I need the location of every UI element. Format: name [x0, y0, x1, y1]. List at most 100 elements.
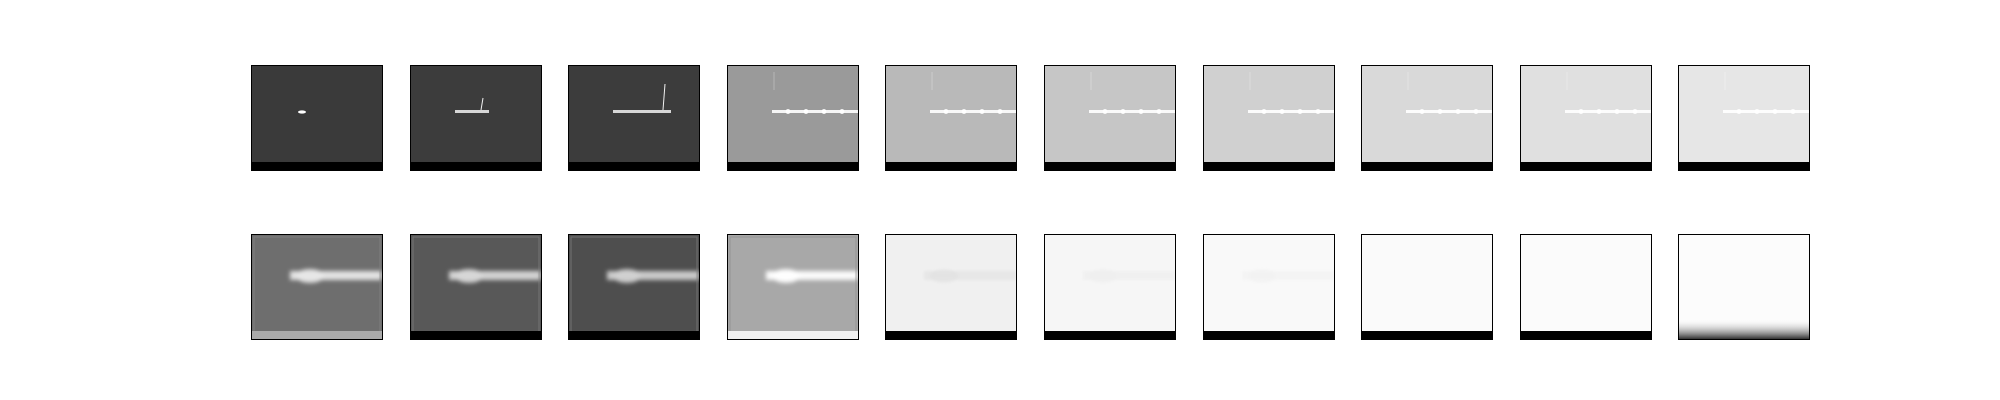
light-streak	[1723, 110, 1810, 113]
light-point	[979, 109, 985, 114]
bottom-row	[251, 234, 1814, 340]
light-point	[1772, 109, 1778, 114]
panel-background	[886, 235, 1017, 339]
light-point	[1596, 109, 1602, 114]
panel-background	[727, 235, 858, 339]
panel-image	[886, 66, 1017, 170]
panel-image	[1520, 235, 1651, 339]
light-point	[1736, 109, 1742, 114]
boat-mast	[662, 83, 666, 111]
panel-background	[410, 235, 541, 339]
panel-image	[1045, 66, 1175, 170]
bottom-bar	[727, 162, 858, 170]
panel-background	[410, 66, 541, 170]
image-panel	[409, 234, 542, 340]
panel-background	[727, 66, 858, 170]
panel-background	[252, 235, 382, 339]
blurred-streak	[765, 269, 858, 283]
blurred-streak	[924, 269, 1017, 283]
panel-image	[1362, 235, 1493, 339]
light-point	[943, 109, 949, 114]
panel-background	[1679, 66, 1810, 170]
panel-image	[727, 66, 858, 170]
light-streak	[1564, 110, 1651, 113]
bottom-fade	[1679, 319, 1810, 339]
bottom-bar	[1520, 331, 1651, 339]
panel-image	[727, 235, 858, 339]
light-point	[1455, 109, 1461, 114]
image-panel	[1202, 234, 1335, 340]
light-point	[1437, 109, 1443, 114]
bottom-bar	[1679, 162, 1810, 170]
light-point	[1156, 109, 1162, 114]
blurred-streak	[290, 269, 382, 283]
image-panel	[726, 65, 859, 171]
panel-image	[410, 235, 541, 339]
image-panel	[885, 65, 1018, 171]
light-point	[1315, 109, 1320, 114]
panel-background	[1520, 66, 1651, 170]
light-point	[785, 109, 791, 114]
image-panel	[409, 65, 542, 171]
boat-hull	[454, 110, 489, 113]
panel-image	[1520, 66, 1651, 170]
light-streak	[1247, 110, 1334, 113]
light-streak	[930, 110, 1017, 113]
panel-image	[410, 66, 541, 170]
image-panel	[1678, 234, 1811, 340]
image-panel	[1678, 65, 1811, 171]
bottom-bar	[1045, 162, 1175, 170]
image-panel	[568, 65, 701, 171]
panel-image	[1203, 235, 1334, 339]
panel-background	[252, 66, 382, 170]
light-point	[1790, 109, 1796, 114]
boat-mast	[480, 97, 484, 111]
panel-image	[252, 66, 382, 170]
panel-image	[1362, 66, 1493, 170]
light-point	[997, 109, 1003, 114]
light-point	[1754, 109, 1760, 114]
bottom-bar	[569, 331, 700, 339]
image-panel	[1202, 65, 1335, 171]
image-panel	[1361, 65, 1494, 171]
panel-background	[1203, 235, 1334, 339]
panel-background	[1203, 66, 1334, 170]
bottom-bar	[410, 331, 541, 339]
panel-background	[1362, 66, 1493, 170]
light-point	[1419, 109, 1425, 114]
panel-image	[1045, 235, 1175, 339]
panel-background	[569, 66, 700, 170]
panel-background	[1045, 66, 1175, 170]
light-point	[1279, 109, 1284, 114]
bright-spot	[298, 110, 306, 114]
panel-image	[1679, 235, 1810, 339]
light-streak	[771, 110, 858, 113]
panel-background	[1362, 235, 1493, 339]
light-streak	[1089, 110, 1175, 113]
image-panel	[1044, 234, 1176, 340]
image-panel	[568, 234, 701, 340]
bottom-bar	[1362, 331, 1493, 339]
panel-image	[569, 235, 700, 339]
bottom-bar	[1520, 162, 1651, 170]
panel-image	[1203, 66, 1334, 170]
panel-background	[886, 66, 1017, 170]
light-point	[1632, 109, 1638, 114]
panel-background	[569, 235, 700, 339]
light-point	[1614, 109, 1620, 114]
panel-image	[569, 66, 700, 170]
bottom-bar	[886, 331, 1017, 339]
blurred-streak	[607, 269, 700, 283]
light-point	[1578, 109, 1584, 114]
image-panel	[885, 234, 1018, 340]
blurred-streak	[1083, 269, 1175, 283]
panel-image	[252, 235, 382, 339]
image-panel	[1361, 234, 1494, 340]
bottom-bar	[1203, 162, 1334, 170]
light-streak	[1406, 110, 1493, 113]
image-panel	[1519, 65, 1652, 171]
panel-image	[886, 235, 1017, 339]
top-row	[251, 65, 1814, 171]
light-point	[1473, 109, 1479, 114]
